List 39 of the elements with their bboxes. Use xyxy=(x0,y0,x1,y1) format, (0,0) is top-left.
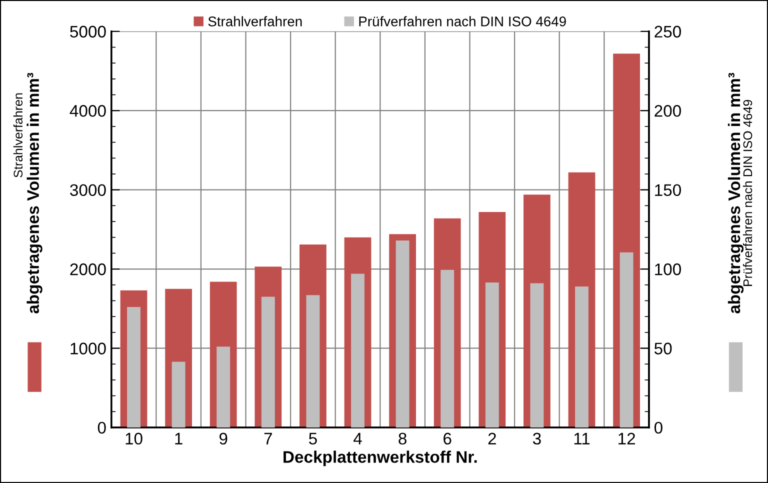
y-tick-label: 0 xyxy=(98,422,106,434)
x-tick-label: 11 xyxy=(574,432,590,444)
bar xyxy=(216,346,230,428)
bar xyxy=(485,282,499,428)
x-axis-title: Deckplattenwerkstoff Nr. xyxy=(284,450,477,466)
x-tick-label: 4 xyxy=(354,432,362,444)
x-tick-label: 8 xyxy=(398,432,406,445)
y2-tick-label: 100 xyxy=(655,263,681,276)
legend-label: Strahlverfahren xyxy=(208,16,302,26)
bar xyxy=(530,283,544,428)
y-tick-label: 1000 xyxy=(70,342,106,354)
x-tick-label: 6 xyxy=(444,432,452,445)
x-tick-label: 9 xyxy=(220,432,228,445)
y-tick-label: 5000 xyxy=(70,26,106,38)
legend-label: Prüfverfahren nach DIN ISO 4649 xyxy=(359,16,566,26)
x-tick-label: 2 xyxy=(488,432,496,444)
x-tick-label: 12 xyxy=(618,432,635,444)
y2-axis-title: abgetragenes Volumen in mm³ xyxy=(728,72,744,314)
y2-tick-label: 200 xyxy=(654,105,681,117)
x-tick-label: 3 xyxy=(532,432,541,445)
y-tick-label: 3000 xyxy=(70,184,106,196)
x-tick-label: 1 xyxy=(175,432,182,444)
x-tick-label: 7 xyxy=(264,432,272,444)
bar xyxy=(306,295,320,428)
x-tick-label: 5 xyxy=(308,432,317,445)
x-tick-label: 10 xyxy=(126,432,142,445)
y-tick-label: 4000 xyxy=(70,105,106,117)
bar xyxy=(575,286,588,428)
y2-tick-label: 50 xyxy=(654,342,672,354)
bar xyxy=(172,362,186,428)
y2-tick-label: 150 xyxy=(655,184,681,196)
text: Strahlverfahren xyxy=(13,93,23,178)
text: Prüfverfahren nach DIN ISO 4649 xyxy=(742,100,752,286)
y2-tick-label: 250 xyxy=(654,26,681,38)
bar xyxy=(620,252,634,428)
y-tick-label: 2000 xyxy=(70,263,106,276)
y-axis-title: abgetragenes Volumen in mm³ xyxy=(26,72,42,314)
y2-tick-label: 0 xyxy=(654,422,662,434)
bar xyxy=(440,270,454,428)
